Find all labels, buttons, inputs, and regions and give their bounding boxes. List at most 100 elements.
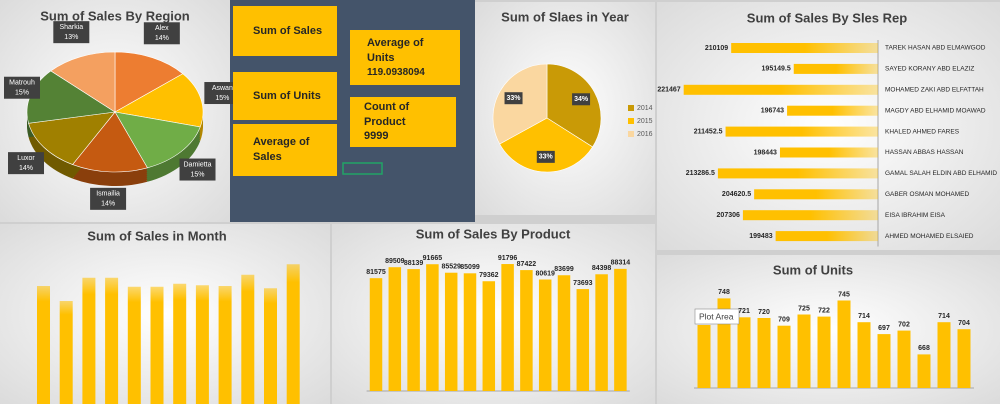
data-label: 15% <box>191 171 205 178</box>
tooltip-box <box>694 308 740 325</box>
pie-slice <box>114 51 184 113</box>
data-label: 85529 <box>441 264 461 271</box>
data-label: 13% <box>64 34 78 41</box>
y-tick-label: EISA IBRAHIM EISA <box>885 212 946 219</box>
data-label-box <box>536 150 555 163</box>
chart-title: Sum of Sales in Month <box>87 228 226 243</box>
data-label-category: Ismailia <box>96 191 120 198</box>
data-label: 14% <box>19 165 33 172</box>
data-label-box <box>204 82 241 105</box>
data-label: 697 <box>878 325 890 332</box>
data-label-box <box>4 76 40 99</box>
y-tick-label: TAREK HASAN ABD ELMAWGOD <box>885 45 986 52</box>
data-label: 221467 <box>657 87 680 94</box>
chart-title: Sum of Sales By Region <box>40 8 190 23</box>
bar <box>717 168 878 179</box>
data-label: 79362 <box>479 272 499 279</box>
bar <box>731 43 878 53</box>
data-label-category: Matrouh <box>9 80 35 87</box>
bar <box>787 105 878 116</box>
data-label: 714 <box>938 313 950 320</box>
bar <box>501 264 514 391</box>
y-tick-label: HASSAN ABBAS HASSAN <box>885 149 964 156</box>
data-label-box <box>90 187 127 210</box>
y-tick-label: MOHAMED ZAKI ABD ELFATTAH <box>885 87 984 94</box>
data-label: 204620.5 <box>722 191 751 198</box>
selected-cell <box>342 162 383 175</box>
data-label: 210109 <box>705 45 728 52</box>
data-label: 34% <box>574 96 589 103</box>
bar <box>797 314 811 388</box>
data-label-category: Luxor <box>17 155 35 162</box>
bar <box>775 231 878 242</box>
legend-label: 2014 <box>637 105 653 112</box>
data-label: 73693 <box>573 280 593 287</box>
y-tick-label: MAGDY ABD ELHAMID MOAWAD <box>885 107 986 114</box>
y-tick-label: GAMAL SALAH ELDIN ABD ELHAMID <box>885 170 997 177</box>
bar <box>725 126 878 137</box>
y-tick-label: GABER OSMAN MOHAMED <box>885 191 969 198</box>
bar <box>897 330 911 388</box>
bar <box>264 288 277 404</box>
chart-title: Sum of Units <box>773 262 853 277</box>
data-label: 91796 <box>498 255 518 262</box>
data-label: 81575 <box>366 269 386 276</box>
data-label: 709 <box>778 317 790 324</box>
bar <box>444 272 458 391</box>
data-label: 668 <box>918 345 930 352</box>
y-tick-label: AHMED MOHAMED ELSAIED <box>885 233 974 240</box>
pie-slice <box>72 111 148 173</box>
bar <box>59 301 73 404</box>
data-label-box <box>572 93 591 106</box>
bar <box>407 269 420 391</box>
bar <box>737 317 751 388</box>
bar <box>837 300 851 388</box>
bar <box>877 334 891 388</box>
bar <box>482 281 496 391</box>
bar <box>388 267 402 391</box>
bar <box>793 63 878 74</box>
data-label: 721 <box>738 308 750 315</box>
card-label: Sum of Units <box>253 89 321 102</box>
bar <box>917 354 931 388</box>
data-label: 88139 <box>404 260 424 267</box>
legend-swatch <box>628 131 634 137</box>
card: Sum of Sales <box>233 6 337 56</box>
data-label-category: Aswan <box>212 85 233 92</box>
data-label: 15% <box>15 90 29 97</box>
data-label-box <box>504 92 523 105</box>
data-label: 14% <box>101 201 115 208</box>
card-label: Sum of Sales <box>253 24 323 37</box>
data-label: 748 <box>718 289 730 296</box>
data-label: 85099 <box>460 264 480 271</box>
tooltip: Plot Area <box>699 311 734 321</box>
data-label-box <box>143 22 180 45</box>
bar <box>777 325 791 388</box>
data-label-box <box>179 158 216 181</box>
bar <box>520 270 533 391</box>
pie-slice <box>114 73 204 128</box>
data-label: 745 <box>838 291 850 298</box>
data-label: 198443 <box>754 149 777 156</box>
card-label: Count of Product <box>364 100 410 128</box>
bar <box>779 147 878 158</box>
bar <box>538 279 552 391</box>
data-label: 33% <box>539 154 554 161</box>
bar <box>105 277 119 404</box>
data-label: 87422 <box>517 261 537 268</box>
data-label: 199483 <box>749 233 772 240</box>
card-label: Average of Sales <box>253 136 310 163</box>
pie-slice <box>114 111 201 169</box>
data-label: 89509 <box>385 258 405 265</box>
bar <box>173 283 187 404</box>
y-tick-label: SAYED KORANY ABD ELAZIZ <box>885 66 974 73</box>
data-label: 207306 <box>717 212 740 219</box>
bar <box>857 322 871 388</box>
card-value: 9999 <box>364 130 389 143</box>
data-label-box <box>8 152 45 175</box>
data-label-category: Damietta <box>184 161 212 168</box>
card: Average of Units 119.0938094 <box>350 30 460 85</box>
pie-slice <box>50 51 116 113</box>
bar <box>937 322 951 388</box>
